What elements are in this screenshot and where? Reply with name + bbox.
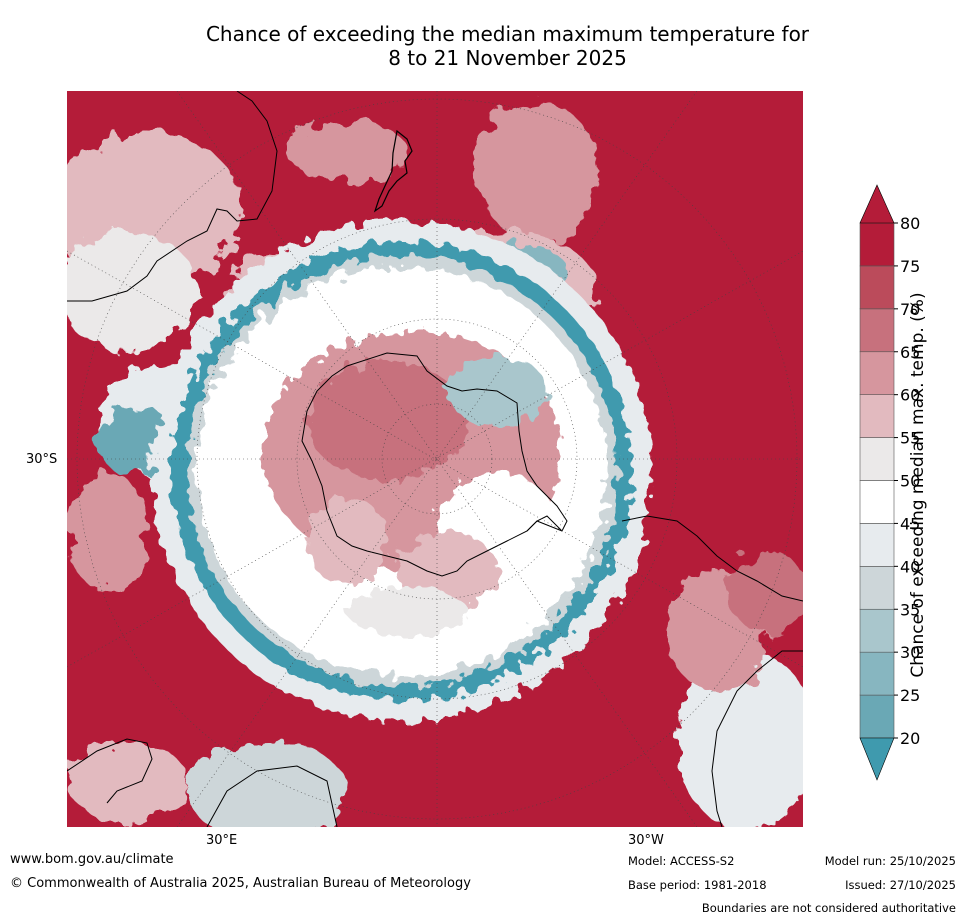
colorbar-segment [859,566,895,610]
africa-coastline [67,738,338,827]
colorbar-segment [859,222,895,267]
colorbar-tick-label: 60 [900,386,920,405]
colorbar-segment [859,308,895,353]
map-title: Chance of exceeding the median maximum t… [0,22,965,70]
model-text: Model: ACCESS-S2 [628,854,735,868]
colorbar-tick-label: 40 [900,557,920,576]
colorbar-segment [859,523,895,567]
graticule [67,91,803,827]
patches-south-america [667,551,803,827]
longitude-label-30e: 30°E [206,833,238,848]
map-svg [67,91,803,827]
colorbar-tick-label: 70 [900,300,920,319]
antarctica-coastline [301,352,568,577]
new-zealand-coastline [373,129,413,213]
antarctica-interior [262,331,562,636]
colorbar-tick-label: 65 [900,343,920,362]
colorbar-segment [859,351,895,395]
patches-africa [67,741,347,827]
colorbar: 20 25 30 35 40 45 50 55 60 65 70 75 80 [859,184,920,781]
longitude-label-30w: 30°W [628,833,664,848]
colorbar-segment [859,651,895,696]
website-link[interactable]: www.bom.gov.au/climate [10,852,174,867]
colorbar-segment [859,480,895,524]
latitude-label-30s: 30°S [26,452,58,467]
colorbar-segment [859,265,895,310]
colorbar-bottom-extend [859,737,895,781]
disclaimer-text: Boundaries are not considered authoritat… [701,901,956,915]
model-run-text: Model run: 25/10/2025 [824,854,956,868]
colorbar-tick-label: 75 [900,257,920,276]
base-period-text: Base period: 1981-2018 [628,878,767,892]
colorbar-segment [859,608,895,653]
australia-coastline [67,91,278,302]
colorbar-segment [859,694,895,739]
colorbar-tick-label: 45 [900,514,920,533]
title-line-2: 8 to 21 November 2025 [388,46,627,70]
colorbar-tick-label: 35 [900,600,920,619]
colorbar-top-extend [859,184,895,224]
issued-text: Issued: 27/10/2025 [845,878,956,892]
colorbar-tick-label: 30 [900,643,920,662]
antarctic-peninsula [526,515,563,532]
colorbar-title: Chance of exceeding median max. temp. (%… [908,292,928,678]
copyright-text: © Commonwealth of Australia 2025, Austra… [10,876,471,891]
polar-map[interactable] [67,91,803,827]
colorbar-segment [859,437,895,481]
colorbar-tick-label: 50 [900,472,920,491]
colorbar-tick-label: 20 [900,729,920,748]
title-line-1: Chance of exceeding the median maximum t… [205,22,810,46]
colorbar-tick-label: 25 [900,686,920,705]
colorbar-segment [859,394,895,438]
colorbar-tick-label: 55 [900,429,920,448]
south-america-coastline [621,515,803,827]
colorbar-tick-label: 80 [900,214,920,233]
